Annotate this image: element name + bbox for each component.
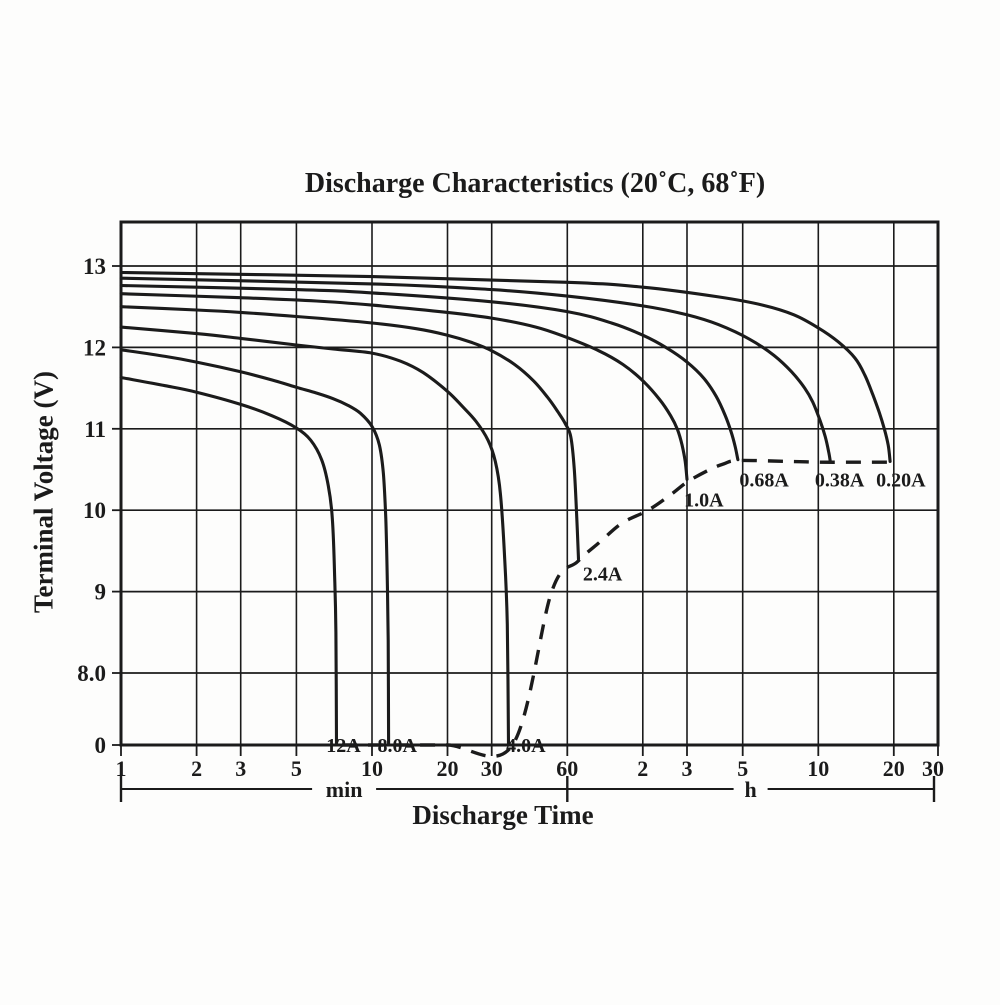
grid-vertical xyxy=(195,222,895,745)
curve-4.0A xyxy=(119,325,511,747)
cutoff-voltage-dashed-line xyxy=(342,458,890,758)
x-tick-label: 10 xyxy=(361,756,383,781)
y-tick-label: 10 xyxy=(83,498,106,523)
curve-0.38A xyxy=(119,276,832,463)
x-unit-h-label: h xyxy=(744,777,756,802)
x-tick-label: 20 xyxy=(437,756,459,781)
x-axis-title: Discharge Time xyxy=(412,800,594,830)
x-tick-label: 2 xyxy=(637,756,648,781)
x-unit-min-label: min xyxy=(326,777,363,802)
curve-label-2.4A: 2.4A xyxy=(583,564,623,586)
curve-label-0.20A: 0.20A xyxy=(876,469,926,491)
curve-0.20A xyxy=(119,270,892,463)
x-tick-label: 1 xyxy=(116,756,127,781)
x-tick-label: 5 xyxy=(737,756,748,781)
x-tick-label: 3 xyxy=(235,756,246,781)
grid-horizontal xyxy=(121,265,938,674)
curve-label-0.68A: 0.68A xyxy=(739,469,789,491)
x-tick-label: 5 xyxy=(291,756,302,781)
x-tick-label: 30 xyxy=(922,756,944,781)
curve-labels: 12A 8.0A 4.0A 2.4A 1.0A 0.68A 0.38A 0.20A xyxy=(326,469,926,757)
curve-12A xyxy=(119,375,339,747)
x-tick-labels: 1 2 3 5 10 20 30 60 2 3 5 10 20 30 xyxy=(116,745,944,781)
x-tick-label: 2 xyxy=(191,756,202,781)
curve-label-8.0A: 8.0A xyxy=(377,735,417,757)
curve-8.0A xyxy=(119,348,391,747)
x-tick-label: 3 xyxy=(682,756,693,781)
curve-1.0A xyxy=(119,292,689,481)
x-tick-label: 60 xyxy=(556,756,578,781)
curve-label-4.0A: 4.0A xyxy=(506,735,546,757)
plot-border xyxy=(119,220,940,747)
curve-2.4A xyxy=(119,305,581,561)
y-tick-labels: 13 12 11 10 9 8.0 0 xyxy=(77,254,121,758)
x-tick-label: 20 xyxy=(883,756,905,781)
chart-title: Discharge Characteristics (20˚C, 68˚F) xyxy=(304,168,766,199)
y-axis-title: Terminal Voltage (V) xyxy=(28,371,59,613)
y-tick-label: 12 xyxy=(83,335,106,360)
curve-label-1.0A: 1.0A xyxy=(684,490,724,512)
x-unit-brackets: min h xyxy=(119,776,936,802)
curve-label-0.38A: 0.38A xyxy=(815,469,865,491)
y-tick-label: 9 xyxy=(95,580,107,605)
y-tick-label: 0 xyxy=(95,733,107,758)
x-tick-label: 30 xyxy=(481,756,503,781)
y-tick-label: 11 xyxy=(84,417,106,442)
curve-0.68A xyxy=(119,283,740,462)
discharge-curves xyxy=(119,270,892,747)
y-tick-label: 8.0 xyxy=(77,661,106,686)
curve-label-12A: 12A xyxy=(326,735,361,757)
x-tick-label: 10 xyxy=(807,756,829,781)
y-tick-label: 13 xyxy=(83,254,106,279)
